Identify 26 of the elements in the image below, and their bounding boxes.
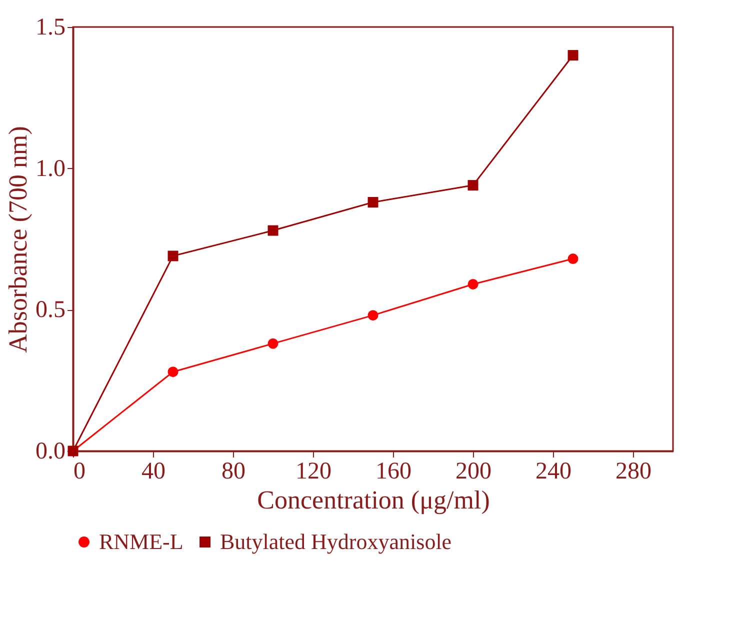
x-tick-label: 200 [456,458,492,484]
point [168,250,178,262]
x-axis-title: Concentration (μg/ml) [257,486,490,514]
x-tick-label: 120 [296,458,332,484]
x-tick-label: 160 [376,458,412,484]
point [368,197,378,208]
y-tick-label: 1.0 [36,156,66,182]
point [268,338,278,349]
y-tick-label: 0.0 [36,438,66,464]
point [268,225,278,236]
x-tick-label: 280 [616,458,652,484]
legend-label: Butylated Hydroxyanisole [220,529,452,554]
point [568,50,578,61]
x-tick-label: 40 [142,458,166,484]
x-tick-label: 80 [222,458,246,484]
y-axis-title: Absorbance (700 nm) [4,126,32,353]
y-tick-label: 1.5 [36,14,66,40]
y-tick-label: 0.5 [36,297,66,324]
point [468,180,478,191]
point [568,254,578,264]
point [168,366,178,378]
legend-label: RNME-L [99,529,184,554]
point [368,310,378,321]
x-tick-label: 240 [536,458,572,484]
x-tick-label: 0 [74,458,86,484]
point [468,278,478,290]
